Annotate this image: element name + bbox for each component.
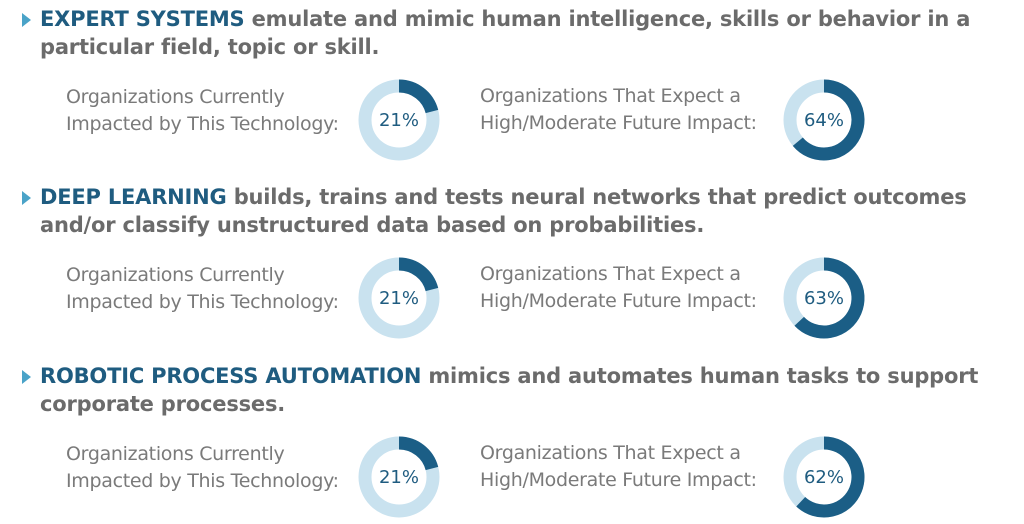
technology-name: ROBOTIC PROCESS AUTOMATION <box>40 364 422 388</box>
donut-value-label: 64% <box>804 110 844 131</box>
donut-value-arc <box>792 79 865 161</box>
donut-value-arc <box>398 436 439 471</box>
current-impact-label: Organizations Currently Impacted by This… <box>66 264 339 313</box>
current-impact-donut: 21% <box>358 436 440 518</box>
donut-value-label: 62% <box>804 467 844 488</box>
donut-value-label: 21% <box>379 467 419 488</box>
technology-name: EXPERT SYSTEMS <box>40 7 245 31</box>
donut-value-label: 63% <box>804 288 844 309</box>
future-impact-label: Organizations That Expect a High/Moderat… <box>480 263 757 312</box>
future-impact-donut: 64% <box>783 79 865 161</box>
current-impact-donut: 21% <box>358 257 440 339</box>
technology-description: emulate and mimic human intelligence, sk… <box>40 7 971 59</box>
donut-value-arc <box>794 257 865 339</box>
future-impact-donut: 62% <box>783 436 865 518</box>
triangle-bullet-icon <box>22 370 31 384</box>
triangle-bullet-icon <box>22 191 31 205</box>
current-impact-label: Organizations Currently Impacted by This… <box>66 86 339 135</box>
future-impact-donut: 63% <box>783 257 865 339</box>
technology-description: builds, trains and tests neural networks… <box>40 185 967 237</box>
technology-description: mimics and automates human tasks to supp… <box>40 364 979 416</box>
section-heading: ROBOTIC PROCESS AUTOMATION mimics and au… <box>40 362 1005 418</box>
section-heading: DEEP LEARNING builds, trains and tests n… <box>40 183 1005 239</box>
current-impact-donut: 21% <box>358 79 440 161</box>
section-heading: EXPERT SYSTEMS emulate and mimic human i… <box>40 5 1005 61</box>
donut-value-label: 21% <box>379 110 419 131</box>
current-impact-label: Organizations Currently Impacted by This… <box>66 443 339 492</box>
triangle-bullet-icon <box>22 13 31 27</box>
donut-value-arc <box>398 257 439 292</box>
future-impact-label: Organizations That Expect a High/Moderat… <box>480 85 757 134</box>
technology-name: DEEP LEARNING <box>40 185 227 209</box>
donut-value-arc <box>398 79 439 114</box>
future-impact-label: Organizations That Expect a High/Moderat… <box>480 442 757 491</box>
donut-value-label: 21% <box>379 288 419 309</box>
donut-value-arc <box>796 436 865 518</box>
